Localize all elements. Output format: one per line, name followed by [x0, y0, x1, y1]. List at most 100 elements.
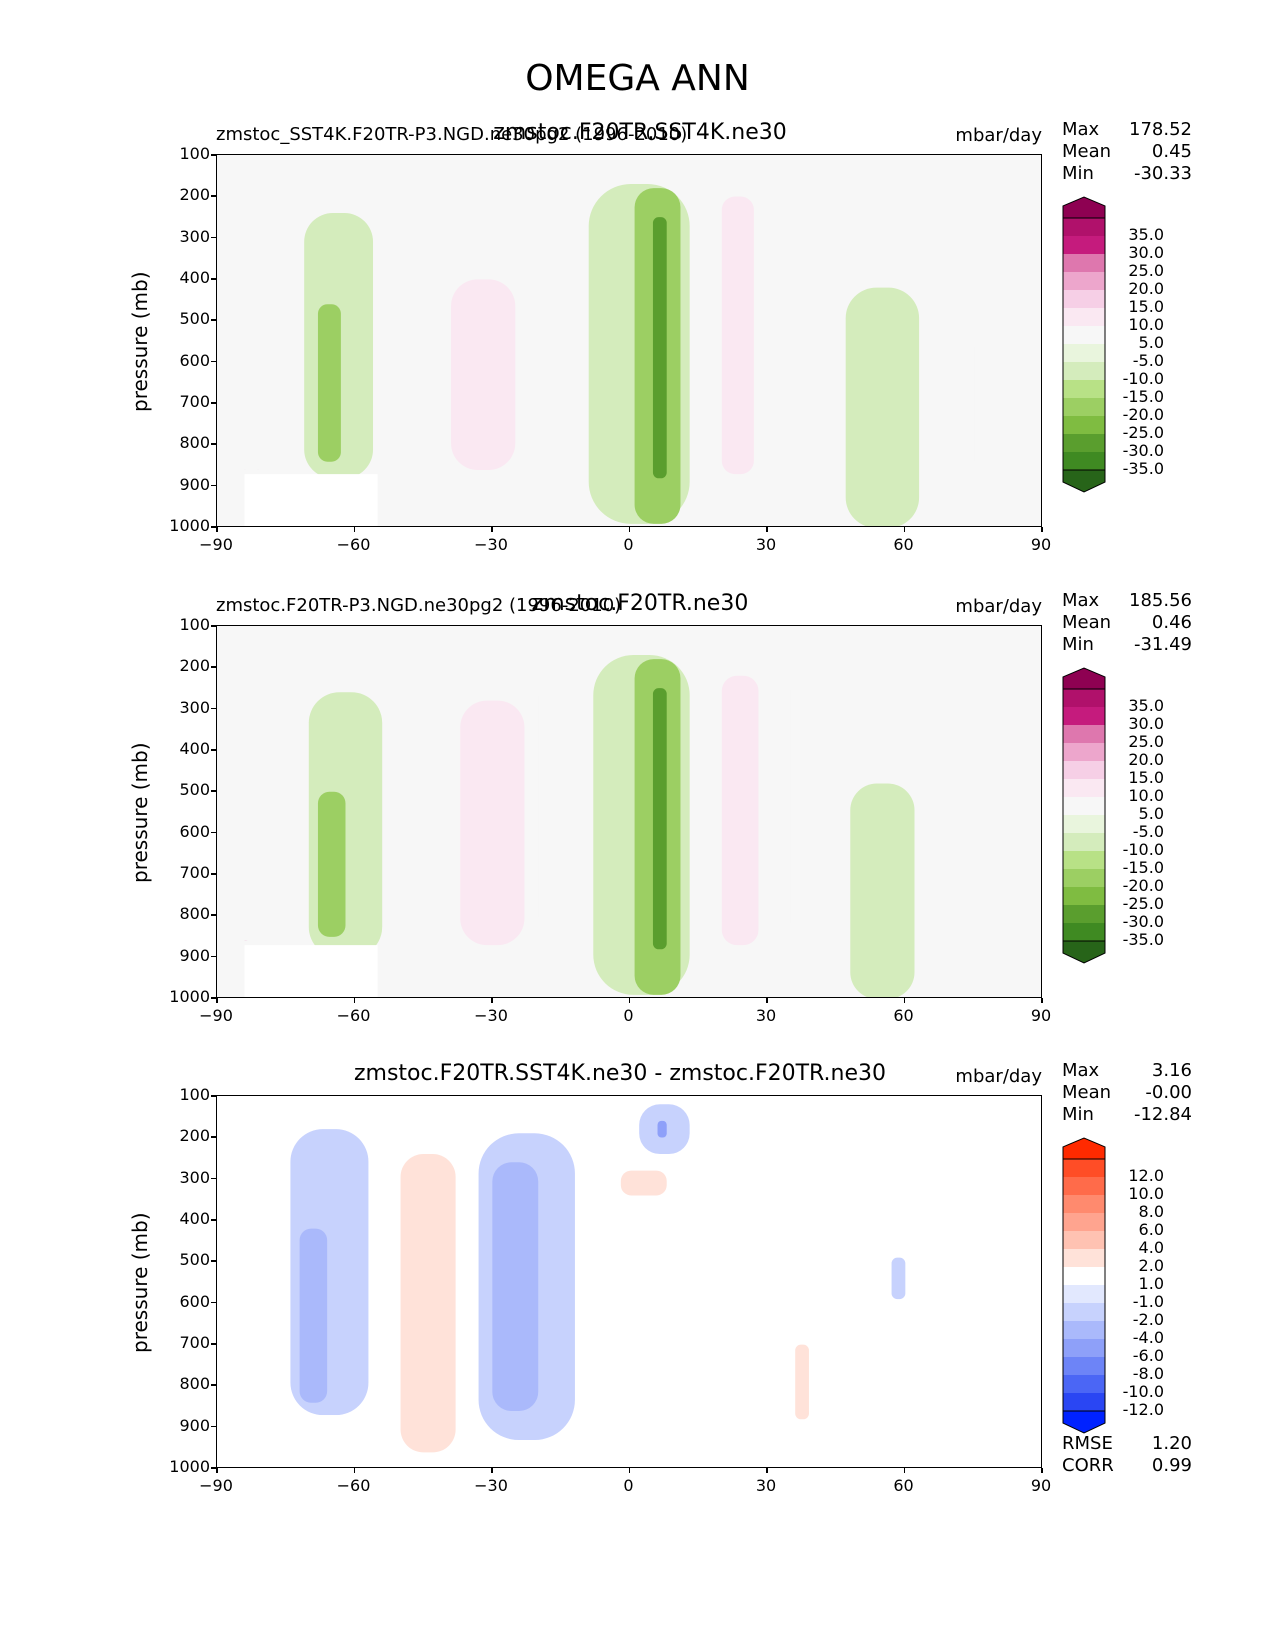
x-tick-label: −30	[474, 1006, 508, 1025]
y-tick-mark	[211, 914, 216, 916]
colorbar-tick-label: -30.0	[1122, 912, 1164, 931]
y-tick-label: 1000	[169, 516, 210, 535]
colorbar-segment	[1063, 851, 1105, 870]
y-tick-label: 200	[179, 185, 210, 205]
y-tick-label: 400	[179, 1209, 210, 1228]
colorbar-tick-label: -10.0	[1122, 1382, 1164, 1401]
contour-region	[299, 1228, 328, 1403]
units-label: mbar/day	[955, 1066, 1042, 1087]
x-tick-mark	[491, 1468, 493, 1473]
contour-region	[597, 1162, 672, 1449]
colorbar-tick-label: 8.0	[1138, 1202, 1164, 1221]
y-tick-mark	[211, 749, 216, 751]
colorbar-segment	[1063, 815, 1105, 834]
y-tick-label: 100	[179, 615, 210, 634]
x-tick-label: −30	[474, 1476, 508, 1495]
colorbar-tick-label: 20.0	[1128, 750, 1164, 769]
y-tick-label: 200	[179, 656, 210, 676]
x-tick-mark	[491, 527, 493, 532]
colorbar-segment	[1063, 434, 1105, 453]
x-tick-label: 60	[893, 535, 914, 554]
x-tick-label: 0	[623, 1006, 634, 1025]
x-tick-mark	[353, 998, 355, 1003]
colorbar-tick-label: 10.0	[1128, 1184, 1164, 1203]
colorbar-segment	[1063, 1159, 1105, 1178]
panel-title: zmstoc.F20TR.ne30	[531, 591, 749, 616]
x-tick-mark	[216, 527, 218, 532]
stat-min-label: Min	[1062, 163, 1094, 184]
y-tick-label: 300	[179, 697, 210, 717]
contour-region	[657, 1120, 667, 1138]
stat-max-label: Max	[1062, 590, 1100, 611]
colorbar-tick-label: -5.0	[1132, 822, 1164, 841]
x-tick-label: 30	[755, 535, 777, 554]
colorbar-tick-label: 30.0	[1128, 243, 1164, 262]
stat-max-value: 3.16	[1151, 1060, 1192, 1081]
x-tick-label: 0	[623, 535, 634, 554]
contour-region	[891, 1257, 906, 1300]
colorbar-segment	[1063, 1375, 1105, 1394]
y-tick-mark	[211, 666, 216, 668]
colorbar-tick-label: -35.0	[1122, 930, 1164, 949]
x-tick-label: 90	[1030, 1006, 1052, 1025]
units-label: mbar/day	[955, 125, 1042, 146]
y-tick-mark	[211, 1095, 216, 1097]
stat-mean-value: -0.00	[1145, 1082, 1192, 1103]
contour-region	[620, 1170, 667, 1196]
x-tick-mark	[1041, 1468, 1043, 1473]
colorbar-tick-label: 6.0	[1138, 1220, 1164, 1239]
colorbar-segment	[1063, 254, 1105, 273]
y-tick-label: 100	[179, 144, 210, 163]
colorbar-segment	[1063, 1393, 1105, 1412]
colorbar-tick-label: -20.0	[1122, 405, 1164, 424]
y-tick-mark	[211, 707, 216, 710]
stat-min-label: Min	[1062, 1104, 1094, 1125]
contour-region	[317, 304, 341, 462]
contour-region	[217, 250, 286, 470]
y-tick-label: 1000	[169, 987, 210, 1006]
y-axis-label: pressure (mb)	[128, 1212, 152, 1353]
plot-area	[216, 625, 1042, 998]
panel-left-title: zmstoc.F20TR-P3.NGD.ne30pg2 (1996-2010)	[216, 595, 622, 616]
y-tick-mark	[211, 1301, 216, 1304]
panel-title: zmstoc.F20TR.SST4K.ne30 - zmstoc.F20TR.n…	[353, 1061, 887, 1086]
colorbar-tick-label: 15.0	[1128, 297, 1164, 316]
x-tick-label: −60	[336, 1476, 371, 1495]
colorbar-tick-label: 35.0	[1128, 696, 1164, 715]
colorbar-segment	[1063, 1249, 1105, 1268]
x-tick-label: −90	[199, 1476, 233, 1495]
stat-rmse-label: RMSE	[1062, 1433, 1113, 1454]
contour-region	[235, 1145, 273, 1416]
colorbar-segment	[1063, 797, 1105, 816]
contour-region	[708, 1104, 777, 1138]
colorbar-tick-label: -4.0	[1132, 1328, 1164, 1347]
stat-corr-value: 0.99	[1151, 1455, 1192, 1476]
terrain-mask	[244, 474, 378, 526]
contour-region	[781, 1158, 819, 1467]
y-tick-mark	[211, 625, 216, 627]
y-tick-mark	[211, 1384, 216, 1386]
colorbar-segment	[1063, 398, 1105, 417]
y-tick-label: 500	[179, 780, 210, 800]
y-tick-label: 400	[179, 268, 210, 287]
colorbar-segment	[1063, 362, 1105, 381]
colorbar-tick-label: 2.0	[1138, 1256, 1164, 1275]
x-tick-mark	[903, 527, 905, 532]
colorbar-tick-label: 20.0	[1128, 279, 1164, 298]
colorbar-tick-label: -25.0	[1122, 423, 1164, 442]
y-tick-mark	[211, 1219, 216, 1221]
x-tick-mark	[353, 527, 355, 532]
y-tick-label: 300	[179, 226, 210, 246]
colorbar-tick-label: 15.0	[1128, 768, 1164, 787]
y-tick-mark	[211, 1343, 216, 1345]
colorbar-segment	[1063, 869, 1105, 888]
contour-field	[217, 1096, 1041, 1467]
colorbar-tick-label: 10.0	[1128, 786, 1164, 805]
x-tick-label: 60	[893, 1476, 914, 1495]
y-tick-mark	[211, 484, 216, 487]
colorbar-tick-label: -2.0	[1132, 1310, 1164, 1329]
x-tick-mark	[903, 998, 905, 1003]
colorbar-extend-max	[1062, 196, 1106, 219]
x-tick-label: 0	[623, 1476, 634, 1495]
colorbar-segment	[1063, 779, 1105, 798]
